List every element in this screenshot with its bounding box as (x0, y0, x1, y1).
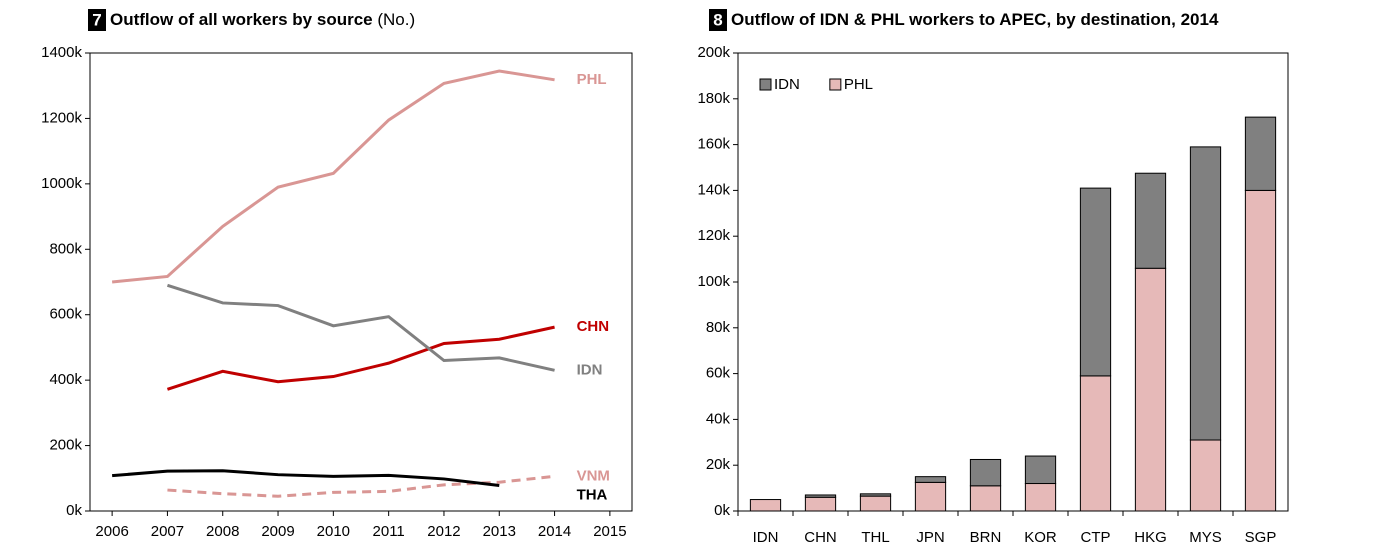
y-tick-label: 180k (697, 90, 730, 107)
title-badge (709, 9, 727, 31)
x-tick-label: SGP (1245, 529, 1277, 546)
x-tick-label: 2014 (538, 523, 571, 540)
bar-segment (1189, 146, 1222, 441)
series-label: CHN (577, 318, 610, 335)
title-text: Outflow of IDN & PHL workers to APEC, by… (731, 10, 1219, 29)
y-tick-label: 60k (706, 365, 731, 382)
x-tick-label: 2008 (206, 523, 239, 540)
bar-segment (1134, 172, 1167, 269)
bar-segment (1024, 483, 1057, 512)
x-tick-label: 2015 (593, 523, 626, 540)
bar-segment (1244, 189, 1277, 512)
y-tick-label: 120k (697, 227, 730, 244)
bar-segment (914, 481, 947, 512)
y-tick-label: 200k (49, 437, 82, 454)
bar-segment (1079, 375, 1112, 512)
legend-swatch (759, 78, 772, 91)
y-tick-label: 800k (49, 240, 82, 257)
y-tick-label: 0k (714, 502, 730, 519)
x-tick-label: 2009 (261, 523, 294, 540)
bar-segment (1079, 187, 1112, 377)
bar-segment (804, 496, 837, 512)
x-tick-label: BRN (970, 529, 1002, 546)
y-tick-label: 0k (66, 502, 82, 519)
bar-segment (914, 476, 947, 483)
x-tick-label: 2010 (317, 523, 350, 540)
bar-segment (1244, 116, 1277, 191)
x-tick-label: THL (861, 529, 889, 546)
bar-segment (859, 493, 892, 497)
y-tick-label: 1200k (41, 109, 82, 126)
series-line (111, 469, 500, 487)
y-tick-label: 40k (706, 410, 731, 427)
series-label: VNM (577, 467, 610, 484)
x-tick-label: 2006 (95, 523, 128, 540)
title-number: 8 (713, 10, 722, 29)
title-badge (88, 9, 106, 31)
x-tick-label: 2011 (373, 523, 405, 540)
series-line (166, 325, 555, 391)
series-label: IDN (577, 361, 603, 378)
chart-title: Outflow of IDN & PHL workers to APEC, by… (731, 10, 1219, 29)
legend-label: IDN (774, 76, 800, 93)
chart-title: Outflow of all workers by source (No.) (110, 10, 415, 29)
x-tick-label: 2013 (483, 523, 516, 540)
bar-segment (969, 485, 1002, 512)
series-line (166, 283, 555, 372)
bar-segment (804, 494, 837, 498)
y-tick-label: 1400k (41, 44, 82, 61)
y-tick-label: 600k (49, 306, 82, 323)
y-tick-label: 20k (706, 456, 731, 473)
series-label: THA (577, 486, 608, 503)
bar-segment (749, 499, 782, 512)
x-tick-label: 2007 (151, 523, 184, 540)
series-line (111, 69, 555, 284)
bar-segment (859, 495, 892, 512)
bar-segment (969, 458, 1002, 487)
plot-frame (89, 52, 633, 512)
bar-segment (1024, 455, 1057, 485)
y-tick-label: 140k (697, 181, 730, 198)
series-label: PHL (577, 71, 607, 88)
x-tick-label: 2012 (427, 523, 460, 540)
y-tick-label: 80k (706, 319, 731, 336)
series-line (167, 474, 555, 498)
y-tick-label: 400k (49, 371, 82, 388)
x-tick-label: HKG (1134, 529, 1167, 546)
bar-segment (1134, 267, 1167, 512)
legend-swatch (829, 78, 842, 91)
y-tick-label: 200k (697, 44, 730, 61)
bar-segment (1189, 439, 1222, 512)
y-tick-label: 1000k (41, 175, 82, 192)
x-tick-label: MYS (1189, 529, 1222, 546)
title-unit: (No.) (377, 10, 415, 29)
x-tick-label: JPN (916, 529, 944, 546)
x-tick-label: KOR (1024, 529, 1057, 546)
legend-label: PHL (844, 76, 873, 93)
title-number: 7 (92, 10, 101, 29)
title-text: Outflow of all workers by source (110, 10, 373, 29)
x-tick-label: CHN (804, 529, 837, 546)
y-tick-label: 160k (697, 136, 730, 153)
x-tick-label: IDN (753, 529, 779, 546)
x-tick-label: CTP (1081, 529, 1111, 546)
y-tick-label: 100k (697, 273, 730, 290)
